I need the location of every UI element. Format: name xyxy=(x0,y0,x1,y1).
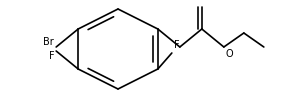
Text: O: O xyxy=(198,0,206,2)
Text: Br: Br xyxy=(44,37,54,47)
Text: O: O xyxy=(226,49,234,59)
Text: F: F xyxy=(174,40,179,50)
Text: F: F xyxy=(49,51,54,61)
